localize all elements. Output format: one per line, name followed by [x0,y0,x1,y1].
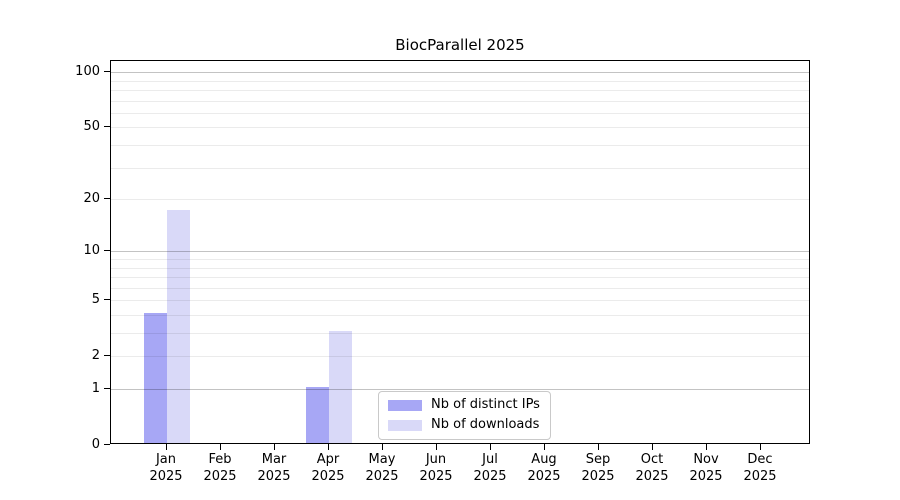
x-tick-dec [760,444,761,450]
x-tick-sep [598,444,599,450]
year-label: 2025 [635,469,669,484]
month-label: Feb [208,452,232,467]
legend-label-nb-of-distinct-ips: Nb of distinct IPs [431,397,540,412]
year-label: 2025 [527,469,561,484]
x-tick-oct [652,444,653,450]
x-tick-label-nov: Nov 2025 [679,451,733,485]
x-tick-label-feb: Feb 2025 [193,451,247,485]
month-label: Jun [425,452,447,467]
y-tick-label-2: 2 [91,347,100,363]
month-label: Dec [747,452,773,467]
y-tick-5 [104,298,110,300]
plot-area [110,60,810,444]
x-tick-may [382,444,383,450]
year-label: 2025 [473,469,507,484]
y-tick-2 [104,354,110,356]
y-tick-label-5: 5 [91,291,100,307]
x-tick-jan [166,444,167,450]
x-tick-feb [220,444,221,450]
month-label: Oct [640,452,664,467]
legend: Nb of distinct IPs Nb of downloads [378,391,551,440]
year-label: 2025 [581,469,615,484]
bar-nb-of-distinct-ips-apr [306,387,329,443]
month-label: Jan [155,452,177,467]
y-tick-label-0: 0 [91,436,100,452]
x-tick-label-sep: Sep 2025 [571,451,625,485]
y-tick-1 [104,387,110,389]
x-tick-label-may: May 2025 [355,451,409,485]
bar-nb-of-distinct-ips-jan [144,313,167,443]
x-tick-aug [544,444,545,450]
legend-label-nb-of-downloads: Nb of downloads [431,417,540,432]
y-tick-label-10: 10 [83,242,100,258]
y-tick-0 [104,443,110,445]
y-tick-label-50: 50 [83,118,100,134]
month-label: Nov [693,452,719,467]
x-tick-apr [328,444,329,450]
legend-swatch-nb-of-downloads [388,419,422,431]
x-tick-label-jan: Jan 2025 [139,451,193,485]
x-tick-label-aug: Aug 2025 [517,451,571,485]
y-tick-100 [104,70,110,72]
x-tick-mar [274,444,275,450]
y-tick-label-1: 1 [91,380,100,396]
x-tick-label-oct: Oct 2025 [625,451,679,485]
month-label: Aug [531,452,557,467]
x-tick-label-jun: Jun 2025 [409,451,463,485]
x-tick-label-dec: Dec 2025 [733,451,787,485]
legend-item-nb-of-distinct-ips: Nb of distinct IPs [388,397,540,413]
y-tick-label-20: 20 [83,190,100,206]
legend-swatch-nb-of-distinct-ips [388,399,422,411]
x-tick-label-jul: Jul 2025 [463,451,517,485]
month-label: Apr [316,452,340,467]
legend-item-nb-of-downloads: Nb of downloads [388,417,540,433]
year-label: 2025 [257,469,291,484]
x-tick-label-mar: Mar 2025 [247,451,301,485]
year-label: 2025 [689,469,723,484]
x-tick-nov [706,444,707,450]
chart-title: BiocParallel 2025 [395,36,525,54]
year-label: 2025 [419,469,453,484]
year-label: 2025 [311,469,345,484]
x-tick-jul [490,444,491,450]
y-tick-50 [104,125,110,127]
y-tick-10 [104,249,110,251]
year-label: 2025 [203,469,237,484]
x-tick-jun [436,444,437,450]
month-label: Jul [482,452,498,467]
y-tick-label-100: 100 [75,63,100,79]
month-label: Mar [261,452,287,467]
month-label: Sep [585,452,611,467]
month-label: May [368,452,396,467]
bar-nb-of-downloads-jan [167,209,190,443]
year-label: 2025 [365,469,399,484]
year-label: 2025 [149,469,183,484]
y-tick-20 [104,197,110,199]
bars-layer [111,61,809,443]
year-label: 2025 [743,469,777,484]
bar-nb-of-downloads-apr [329,331,352,443]
x-tick-label-apr: Apr 2025 [301,451,355,485]
